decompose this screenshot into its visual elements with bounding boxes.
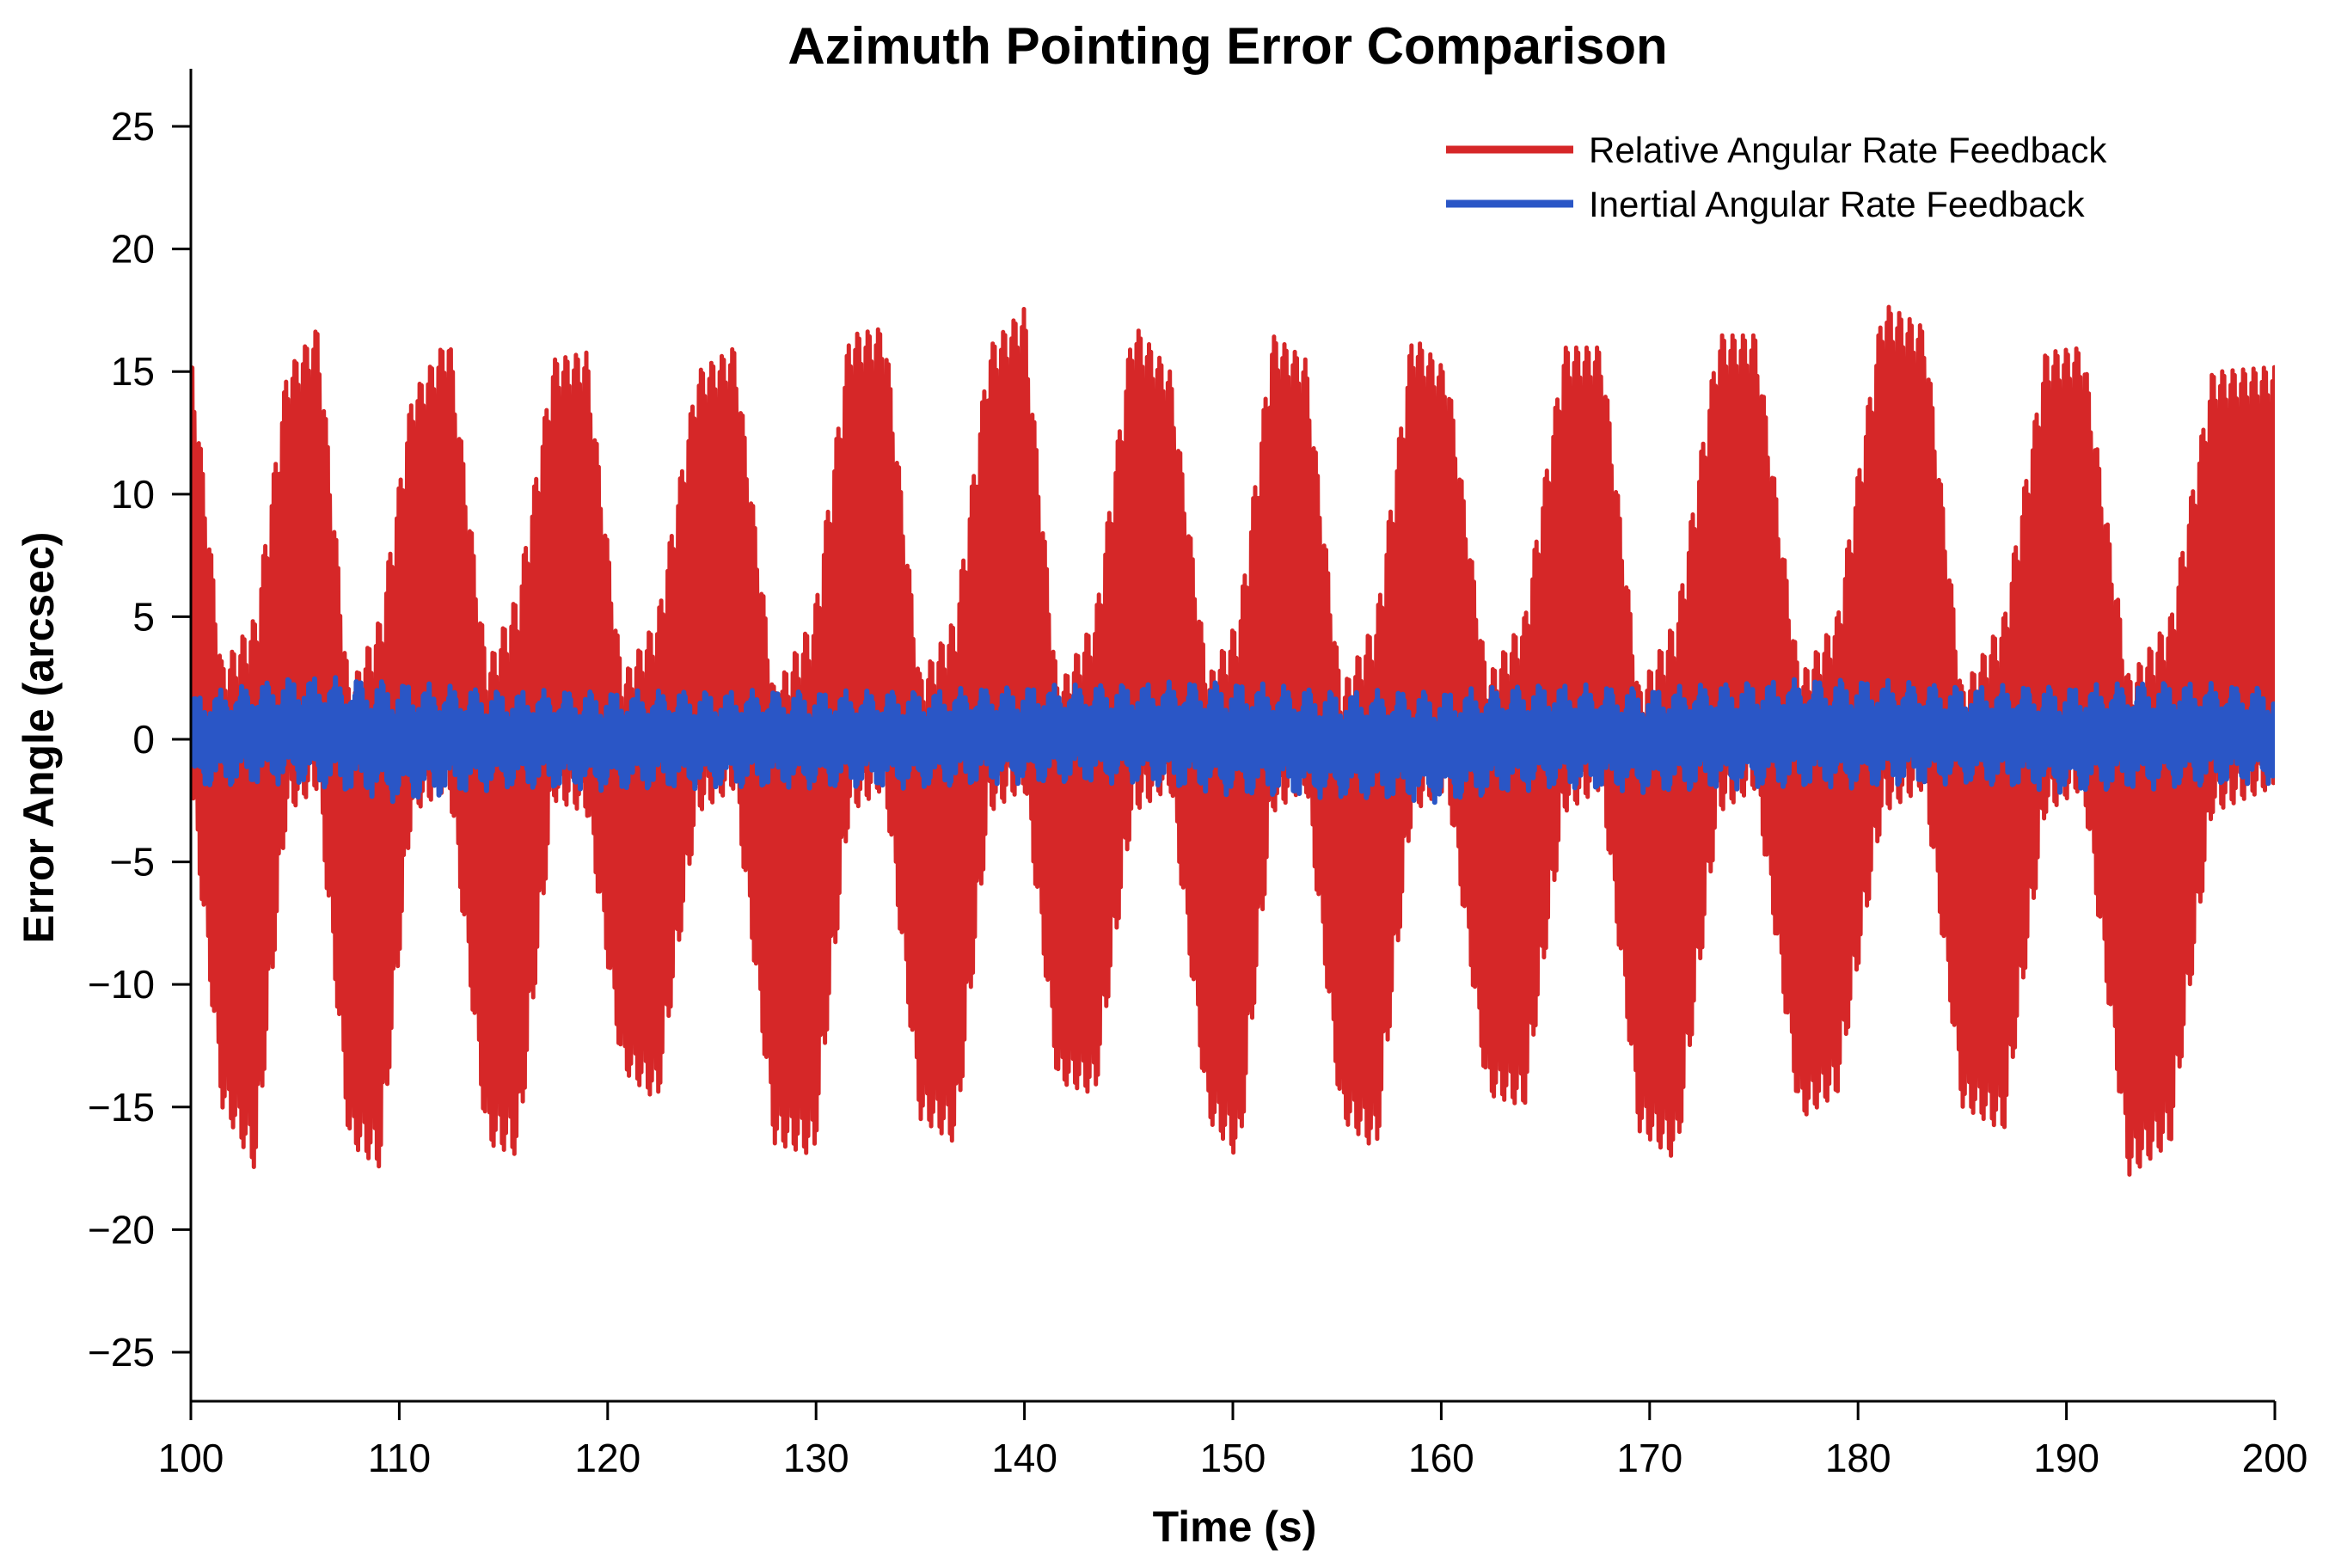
- chart-title: Azimuth Pointing Error Comparison: [788, 17, 1667, 75]
- x-tick-label: 180: [1825, 1436, 1891, 1480]
- x-tick-label: 190: [2033, 1436, 2099, 1480]
- y-tick-label: 0: [132, 717, 155, 762]
- x-axis-ticks: 100 110 120 130 140 150 160 170 180 190 200: [158, 1401, 2308, 1480]
- x-tick-label: 140: [991, 1436, 1057, 1480]
- y-axis-ticks: 25 20 15 10 5 0 −5 −10 −15 −20 −25: [88, 104, 191, 1375]
- y-tick-label: −10: [88, 962, 155, 1007]
- x-tick-label: 110: [368, 1436, 431, 1480]
- y-tick-label: 5: [132, 594, 155, 639]
- x-tick-label: 130: [783, 1436, 849, 1480]
- x-tick-label: 200: [2242, 1436, 2308, 1480]
- series-inertial-line: [191, 675, 2275, 805]
- x-axis-label: Time (s): [1153, 1503, 1317, 1551]
- x-tick-label: 100: [158, 1436, 224, 1480]
- x-tick-label: 120: [574, 1436, 640, 1480]
- legend: Relative Angular Rate Feedback Inertial …: [1446, 130, 2107, 224]
- y-tick-label: 20: [111, 227, 155, 272]
- y-tick-label: 15: [111, 349, 155, 394]
- y-tick-label: 25: [111, 104, 155, 149]
- y-tick-label: −5: [110, 840, 155, 885]
- y-tick-label: −15: [88, 1085, 155, 1130]
- y-tick-label: −20: [88, 1207, 155, 1252]
- x-tick-label: 170: [1616, 1436, 1682, 1480]
- y-axis-label: Error Angle (arcsec): [15, 532, 63, 944]
- legend-label-relative: Relative Angular Rate Feedback: [1589, 130, 2107, 170]
- legend-label-inertial: Inertial Angular Rate Feedback: [1589, 184, 2086, 224]
- y-tick-label: 10: [111, 472, 155, 517]
- series-layer: [191, 304, 2275, 1177]
- series-relative-line: [191, 304, 2275, 1177]
- x-tick-label: 150: [1200, 1436, 1266, 1480]
- x-tick-label: 160: [1408, 1436, 1474, 1480]
- y-tick-label: −25: [88, 1330, 155, 1375]
